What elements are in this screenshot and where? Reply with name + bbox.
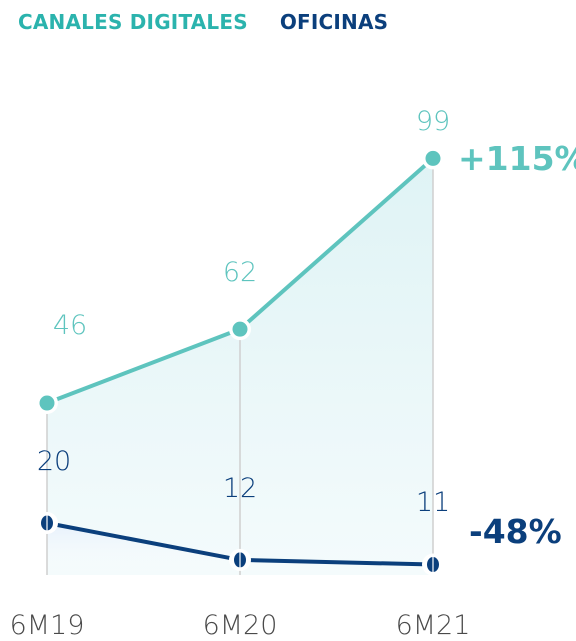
offices-change-label: -48%	[469, 512, 562, 551]
digital-change-label: +115%	[458, 139, 576, 178]
x-tick-label: 6M21	[396, 610, 471, 641]
x-tick-label: 6M20	[203, 610, 278, 641]
chart-legend: CANALES DIGITALES OFICINAS	[18, 10, 388, 34]
offices-value-label: 12	[223, 473, 257, 504]
digital-value-label: 99	[416, 106, 450, 137]
legend-offices: OFICINAS	[279, 10, 389, 34]
offices-value-label: 20	[37, 446, 71, 477]
x-tick-label: 6M19	[10, 610, 85, 641]
digital-point	[232, 321, 248, 337]
digital-point	[39, 395, 55, 411]
legend-digital: CANALES DIGITALES	[18, 10, 248, 34]
digital-point	[425, 150, 441, 166]
digital-value-label: 62	[223, 257, 257, 288]
offices-value-label: 11	[416, 487, 450, 518]
offices-area	[47, 523, 433, 575]
digital-value-label: 46	[53, 310, 87, 341]
